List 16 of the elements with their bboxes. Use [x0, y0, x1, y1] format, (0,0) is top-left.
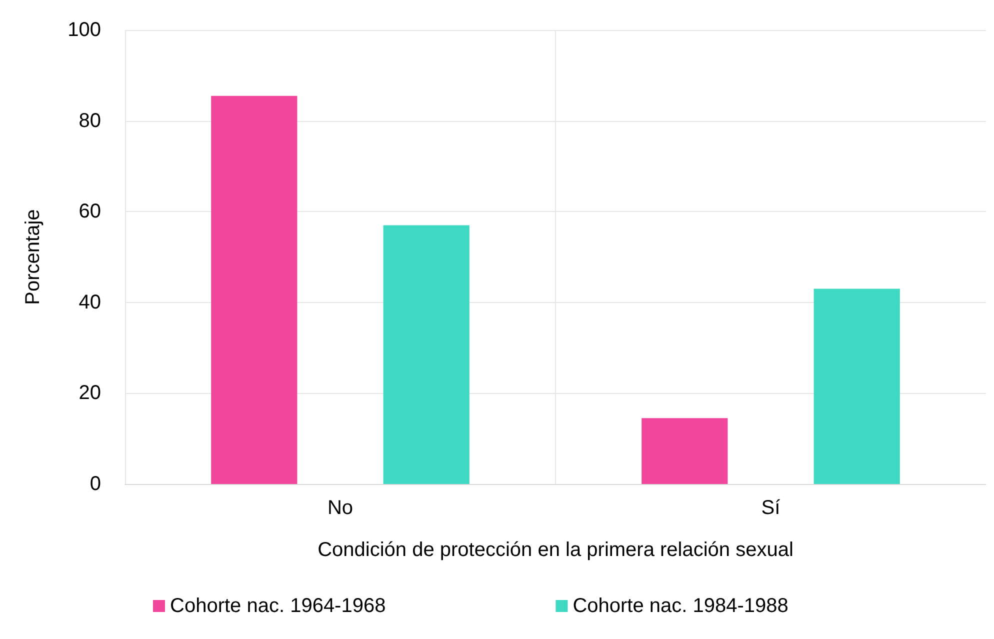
- y-tick-label: 100: [68, 19, 101, 41]
- bar: [642, 418, 728, 484]
- y-axis-title: Porcentaje: [22, 209, 44, 305]
- legend-label: Cohorte nac. 1964-1968: [170, 595, 386, 617]
- y-tick-label: 0: [90, 473, 101, 495]
- bar: [383, 225, 470, 484]
- x-tick-label: Sí: [761, 497, 781, 519]
- y-tick-label: 80: [78, 110, 101, 132]
- y-tick-label: 40: [78, 291, 101, 314]
- x-axis-title: Condición de protección en la primera relación sexual: [318, 539, 794, 561]
- y-tick-label: 60: [78, 200, 101, 223]
- x-tick-label: No: [327, 497, 354, 519]
- bar: [814, 288, 900, 484]
- bar: [211, 96, 298, 484]
- y-tick-label: 20: [78, 382, 101, 404]
- legend-label: Cohorte nac. 1984-1988: [572, 595, 788, 617]
